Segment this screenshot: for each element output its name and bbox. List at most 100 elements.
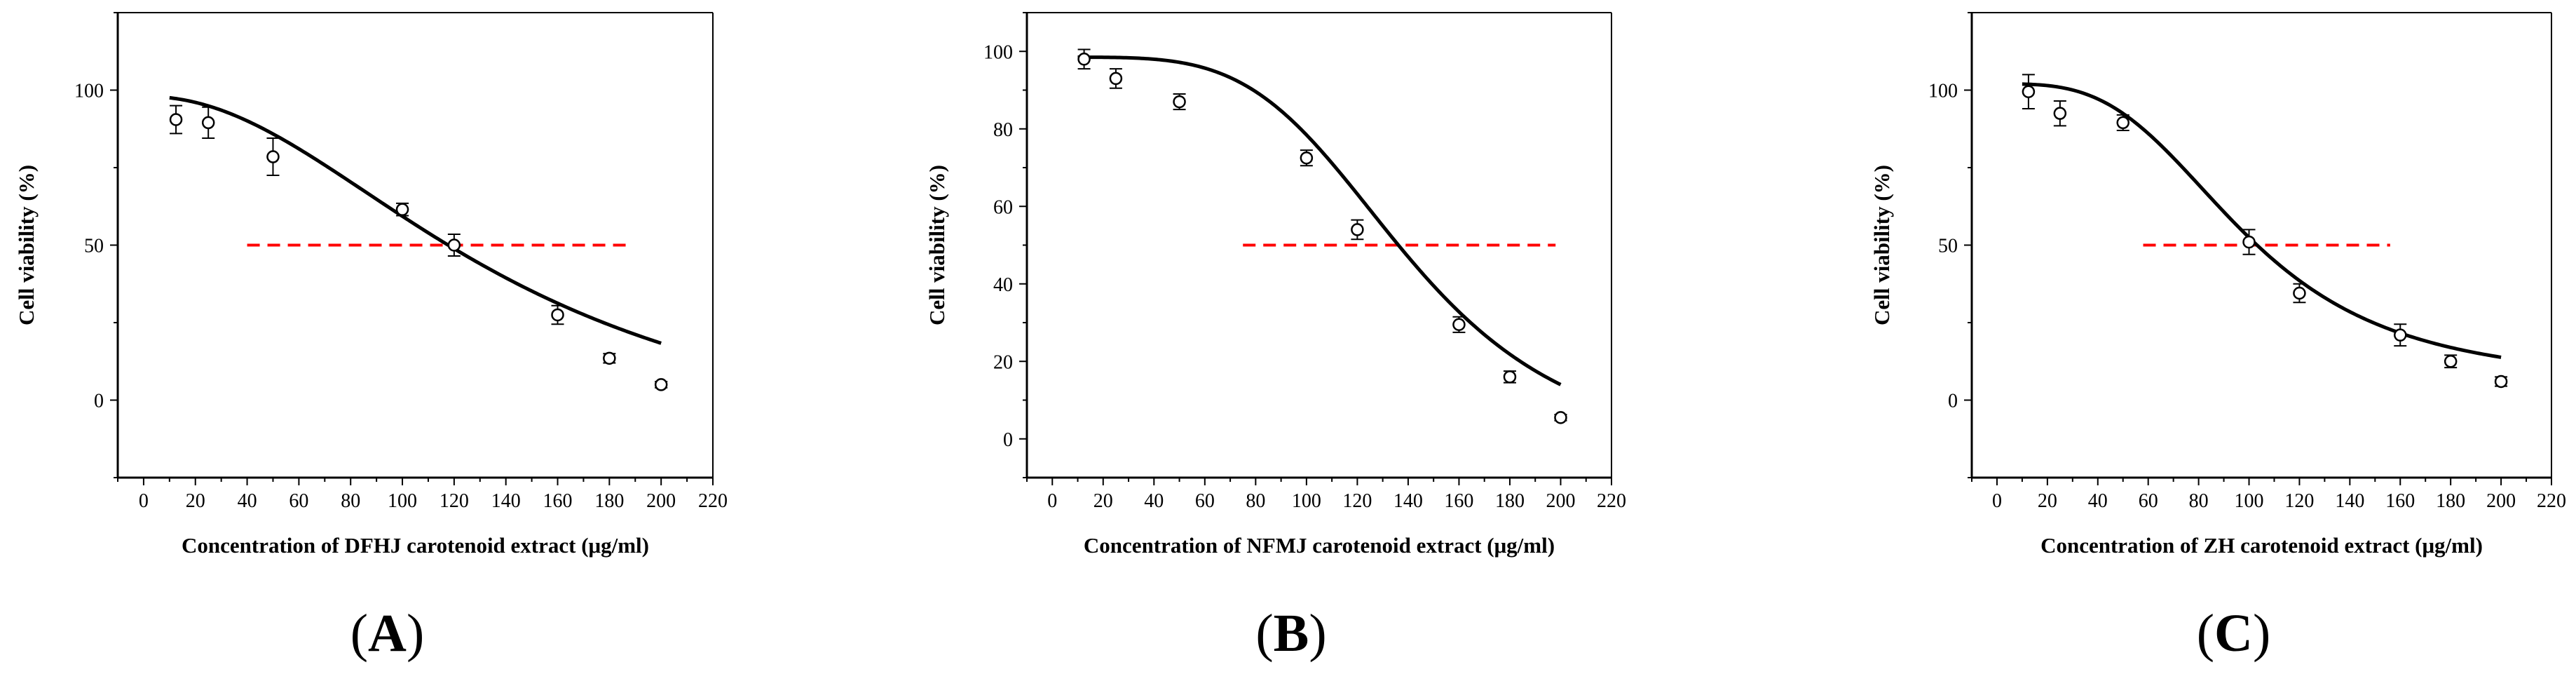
chart-2-x-tick-label: 100 [2235, 490, 2264, 512]
chart-1-y-tick-label: 0 [1003, 429, 1013, 451]
chart-2-x-tick-label: 0 [1992, 490, 2002, 512]
chart-2-panel-label: (C) [2197, 604, 2271, 663]
chart-2-x-tick-label: 160 [2385, 490, 2415, 512]
chart-1-x-tick-label: 160 [1444, 490, 1473, 512]
chart-0-panel-label-letter: A [368, 604, 407, 663]
chart-2-panel-label-close: ) [2253, 604, 2270, 663]
chart-0-marker [603, 351, 616, 365]
chart-2-marker [2444, 355, 2458, 368]
chart-2-x-tick-label: 80 [2189, 490, 2209, 512]
chart-2-marker [2116, 116, 2129, 130]
chart-0-data-point [447, 234, 461, 257]
chart-2-y-axis-title: Cell viability (%) [1869, 165, 1894, 325]
chart-2-x-tick-label: 140 [2335, 490, 2364, 512]
chart-1-panel-label: (B) [1255, 604, 1326, 663]
chart-0-y-axis-title: Cell viability (%) [14, 165, 39, 325]
chart-0-x-tick-label: 120 [439, 490, 469, 512]
chart-0-x-tick-label: 0 [139, 490, 149, 512]
chart-0-x-tick-label: 140 [491, 490, 521, 512]
chart-0-data-point [169, 105, 183, 135]
chart-0-x-tick-label: 220 [698, 490, 728, 512]
chart-2-marker [2022, 85, 2036, 98]
chart-2-panel: 0 20 40 60 80 100 120 140 160 180 200 220 0 50 100 Conc… [1869, 12, 2566, 663]
chart-1-x-tick-label: 40 [1144, 490, 1164, 512]
chart-2-x-axis-title: Concentration of ZH carotenoid extract (… [2040, 533, 2483, 558]
chart-2-y-tick-label: 100 [1928, 81, 1958, 102]
chart-0-x-tick-label: 160 [543, 490, 573, 512]
chart-2-marker [2242, 235, 2256, 249]
chart-0-marker [395, 203, 409, 216]
chart-0-marker [447, 238, 461, 252]
chart-0-marker [201, 116, 215, 130]
chart-1-fit-curve [1077, 55, 1562, 386]
chart-2-data-point [2053, 100, 2067, 127]
chart-1-x-tick-label: 60 [1195, 490, 1215, 512]
chart-2-panel-label-open: ( [2197, 604, 2214, 663]
chart-0-y-tick-label: 100 [74, 81, 104, 102]
chart-1-x-tick-label: 200 [1546, 490, 1575, 512]
chart-1-marker [1077, 53, 1091, 66]
chart-2-y-tick-label: 50 [1938, 236, 1958, 257]
chart-2-data-point [2116, 114, 2129, 131]
chart-2-x-tick-label: 200 [2486, 490, 2516, 512]
chart-2-data-point [2394, 323, 2407, 347]
chart-0-data-point [654, 378, 668, 391]
chart-0-x-tick-label: 60 [289, 490, 308, 512]
chart-0-x-tick-label: 80 [341, 490, 360, 512]
chart-1-x-tick-label: 120 [1342, 490, 1372, 512]
chart-2-data-point [2022, 74, 2036, 110]
chart-0-panel-label: (A) [350, 604, 425, 663]
chart-1-y-axis-title: Cell viability (%) [925, 165, 949, 325]
chart-1-data-point [1077, 48, 1091, 70]
chart-2-data-point [2242, 229, 2256, 255]
chart-0-marker [551, 308, 564, 322]
chart-1-data-point [1351, 219, 1364, 241]
chart-0-x-tick-label: 40 [238, 490, 257, 512]
chart-2-x-tick-label: 20 [2038, 490, 2057, 512]
chart-2-fit-curve [2022, 82, 2502, 359]
chart-1-data-point [1173, 93, 1186, 111]
chart-2-x-tick-label: 220 [2537, 490, 2566, 512]
chart-1-x-tick-label: 220 [1597, 490, 1626, 512]
chart-1-marker [1173, 95, 1186, 109]
chart-2-x-tick-label: 60 [2139, 490, 2158, 512]
chart-2-marker [2394, 328, 2407, 342]
chart-2-marker [2494, 375, 2508, 389]
chart-2-data-point [2444, 354, 2458, 369]
chart-1-y-tick-label: 100 [983, 41, 1013, 63]
chart-0-x-tick-label: 200 [646, 490, 676, 512]
chart-2-x-tick-label: 120 [2284, 490, 2314, 512]
chart-2-marker [2053, 107, 2067, 120]
chart-1-panel-label-letter: B [1274, 604, 1309, 663]
chart-1-x-tick-label: 20 [1093, 490, 1113, 512]
chart-0-data-point [551, 304, 564, 325]
chart-0-data-point [266, 137, 280, 177]
chart-1-marker [1452, 318, 1466, 332]
chart-1-y-tick-label: 80 [993, 119, 1013, 141]
chart-1-y-tick-label: 60 [993, 196, 1013, 218]
chart-0-panel-label-open: ( [350, 604, 368, 663]
chart-2-data-point [2494, 375, 2508, 389]
chart-0-panel-label-close: ) [407, 604, 424, 663]
chart-2-x-tick-label: 40 [2088, 490, 2108, 512]
chart-0-marker [654, 378, 668, 391]
chart-0-data-point [395, 202, 409, 217]
chart-1-marker [1503, 370, 1517, 384]
chart-1-data-point [1300, 149, 1314, 167]
chart-1-marker [1554, 411, 1567, 424]
chart-1-data-point [1554, 411, 1567, 424]
chart-1-marker [1109, 72, 1123, 86]
chart-1-data-point [1109, 68, 1123, 89]
chart-0-panel: 0 20 40 60 80 100 120 140 160 180 200 220 0 50 100 Conc… [14, 12, 728, 663]
chart-2-y-tick-label: 0 [1948, 391, 1958, 412]
chart-0-x-tick-label: 20 [186, 490, 205, 512]
chart-1-panel: 0 20 40 60 80 100 120 140 160 180 200 220 0 20 40 60 80 1… [925, 12, 1626, 663]
chart-2-panel-label-letter: C [2214, 604, 2253, 663]
chart-1-marker [1351, 223, 1364, 236]
chart-1-data-point [1503, 370, 1517, 384]
chart-1-panel-label-close: ) [1309, 604, 1326, 663]
chart-1-y-tick-label: 40 [993, 274, 1013, 296]
chart-0-data-point [201, 106, 215, 140]
chart-1-x-axis-title: Concentration of NFMJ carotenoid extract… [1084, 533, 1555, 558]
